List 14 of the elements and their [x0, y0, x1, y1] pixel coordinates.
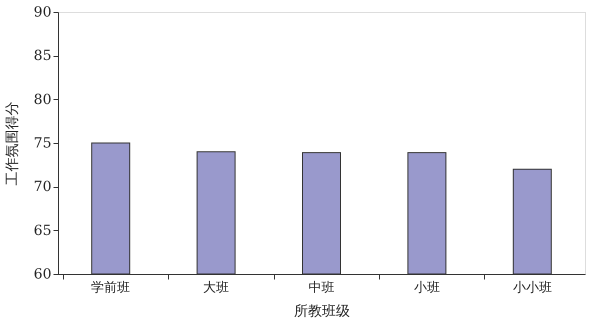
x-tick-label: 大班: [203, 280, 230, 296]
x-tick-label: 小班: [414, 280, 440, 296]
y-tick-label: 75: [34, 136, 52, 152]
x-axis-title: 所教班级: [294, 304, 350, 320]
y-tick-label: 85: [34, 48, 52, 64]
y-tick-label: 70: [34, 179, 52, 196]
y-tick-label: 80: [34, 92, 52, 108]
x-tick-label: 学前班: [91, 280, 130, 296]
y-axis-title: 工作氛围得分: [4, 102, 21, 186]
x-tick-label: 中班: [308, 280, 334, 296]
y-tick-label: 90: [34, 4, 52, 20]
y-tick-label: 65: [34, 222, 52, 239]
y-tick-label: 60: [34, 266, 52, 282]
x-tick-label: 小小班: [512, 280, 552, 296]
